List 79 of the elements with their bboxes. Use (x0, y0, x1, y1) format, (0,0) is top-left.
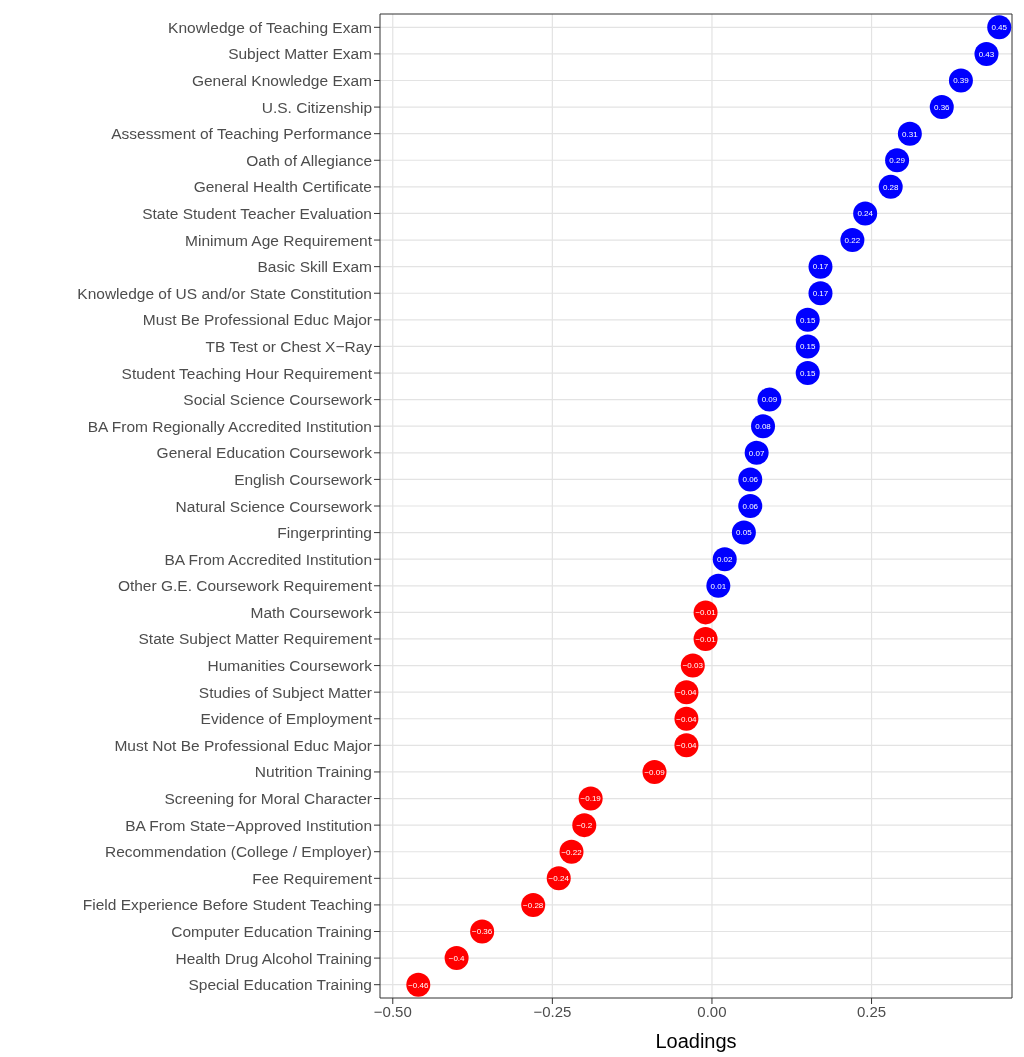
data-label: −0.03 (682, 661, 704, 671)
y-tick-label: Basic Skill Exam (257, 258, 372, 276)
data-label: 0.08 (755, 422, 772, 432)
data-label: 0.36 (933, 102, 951, 112)
x-tick-label: −0.25 (533, 1002, 572, 1020)
y-tick-label: State Student Teacher Evaluation (142, 204, 372, 222)
data-label: 0.05 (736, 528, 753, 538)
data-label: 0.29 (889, 156, 906, 166)
data-label: −0.4 (448, 953, 466, 963)
data-label: 0.01 (710, 581, 727, 591)
y-tick-label: Other G.E. Coursework Requirement (117, 577, 373, 595)
data-label: 0.06 (742, 475, 759, 485)
data-label: 0.15 (799, 342, 817, 352)
y-tick-label: State Subject Matter Requirement (138, 630, 373, 648)
y-tick-label: Studies of Subject Matter (198, 683, 372, 701)
data-label: −0.01 (695, 634, 717, 644)
y-tick-label: General Health Certificate (193, 178, 372, 196)
data-label: −0.04 (676, 688, 698, 697)
y-tick-label: English Coursework (234, 470, 373, 488)
y-tick-label: Oath of Allegiance (246, 151, 372, 169)
data-label: 0.07 (748, 448, 765, 458)
y-tick-label: Screening for Moral Character (164, 790, 372, 808)
data-label: −0.22 (561, 847, 583, 857)
data-label: 0.06 (742, 501, 759, 511)
y-tick-label: Fee Requirement (252, 869, 373, 887)
data-label: 0.31 (902, 129, 919, 139)
data-label: −0.09 (644, 767, 666, 777)
y-tick-label: Math Coursework (250, 603, 373, 621)
data-label: 0.28 (882, 182, 900, 192)
data-label: 0.43 (978, 49, 995, 59)
data-label: −0.24 (548, 874, 570, 884)
data-label: −0.19 (580, 794, 602, 804)
y-tick-label: Health Drug Alcohol Training (175, 949, 372, 967)
y-tick-label: Knowledge of US and/or State Constitution (77, 284, 372, 302)
data-label: −0.04 (676, 714, 698, 724)
x-tick-label: −0.50 (373, 1002, 412, 1020)
y-tick-label: Fingerprinting (277, 524, 372, 542)
data-label: 0.17 (812, 262, 829, 272)
y-tick-label: Natural Science Coursework (175, 497, 373, 515)
data-label: −0.01 (695, 608, 717, 618)
data-label: 0.39 (953, 76, 970, 86)
y-tick-label: BA From State−Approved Institution (125, 816, 372, 834)
y-tick-label: General Knowledge Exam (191, 71, 372, 89)
data-label: −0.36 (472, 927, 493, 937)
data-label: −0.28 (523, 900, 544, 910)
y-tick-label: BA From Accredited Institution (164, 550, 372, 568)
y-tick-label: TB Test or Chest X−Ray (205, 337, 373, 355)
y-tick-label: Humanities Coursework (207, 657, 373, 675)
x-tick-label: 0.00 (697, 1002, 727, 1020)
y-tick-label: Minimum Age Requirement (185, 231, 373, 249)
data-label: 0.24 (857, 209, 874, 219)
y-tick-label: Assessment of Teaching Performance (111, 125, 372, 143)
y-tick-label: BA From Regionally Accredited Institution (87, 417, 372, 435)
y-tick-label: Must Not Be Professional Educ Major (114, 736, 372, 754)
data-label: 0.17 (812, 289, 829, 299)
y-tick-label: General Education Coursework (156, 444, 373, 462)
y-tick-label: Field Experience Before Student Teaching (82, 896, 372, 914)
y-tick-label: Evidence of Employment (200, 710, 373, 728)
data-label: −0.46 (408, 980, 429, 990)
data-label: 0.09 (761, 395, 778, 405)
y-tick-label: Social Science Coursework (183, 391, 373, 409)
x-tick-label: 0.25 (856, 1002, 887, 1020)
y-tick-label: Student Teaching Hour Requirement (121, 364, 373, 382)
data-label: −0.04 (676, 741, 698, 751)
data-label: 0.22 (844, 235, 861, 245)
y-tick-label: Knowledge of Teaching Exam (168, 18, 372, 36)
data-label: −0.2 (576, 820, 593, 830)
y-tick-label: Computer Education Training (171, 923, 372, 941)
data-label: 0.15 (799, 368, 817, 378)
data-label: 0.45 (991, 23, 1008, 33)
data-label: 0.02 (716, 555, 734, 565)
y-tick-label: Subject Matter Exam (228, 45, 372, 63)
y-tick-label: Recommendation (College / Employer) (104, 843, 372, 861)
data-label: 0.15 (799, 315, 817, 325)
x-axis-title: Loadings (655, 1030, 737, 1052)
y-tick-label: U.S. Citizenship (261, 98, 372, 116)
y-tick-label: Nutrition Training (254, 763, 372, 781)
y-tick-label: Must Be Professional Educ Major (142, 311, 372, 329)
y-tick-label: Special Education Training (188, 976, 372, 994)
